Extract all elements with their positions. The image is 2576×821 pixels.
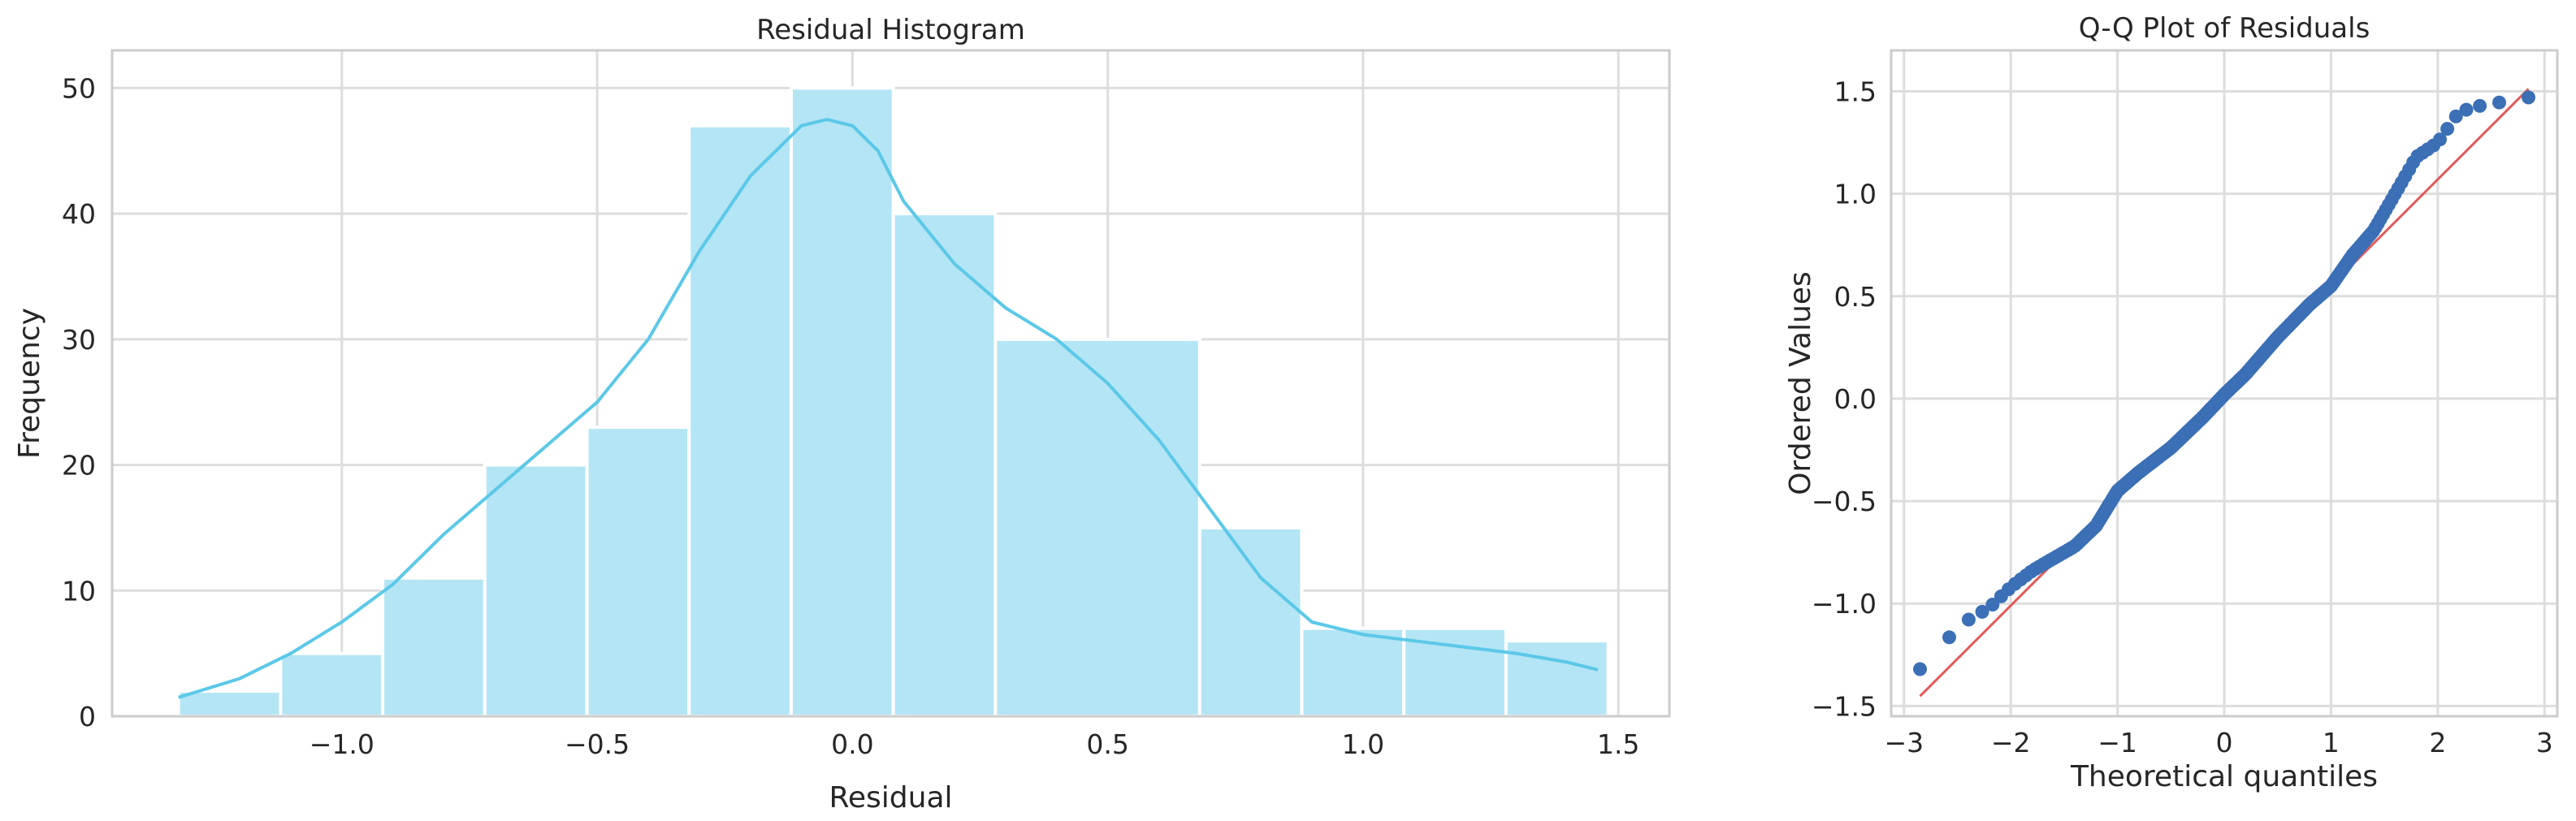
qq-y-tick-label: −1.0 xyxy=(1812,588,1877,620)
histogram-x-axis-label: Residual xyxy=(829,781,952,815)
qq-point xyxy=(1975,604,1989,619)
qq-y-tick-label: −1.5 xyxy=(1812,690,1877,722)
histogram-x-tick-label: 1.0 xyxy=(1342,728,1384,760)
qq-x-tick-label: 3 xyxy=(2536,727,2553,758)
qq-y-tick-label: 1.0 xyxy=(1834,179,1877,210)
qq-plot-panel: −3 −2 −1 0 1 2 3 −1.5 −1.0 −0.5 0.0 0.5 1.0 1.5 Q-Q … xyxy=(1784,12,2559,793)
histogram-y-tick-label: 40 xyxy=(62,198,96,230)
qq-point xyxy=(2492,95,2506,110)
qq-gridlines xyxy=(1891,50,2557,716)
histogram-bar-5 xyxy=(687,123,793,718)
qq-x-tick-label: 1 xyxy=(2323,727,2340,758)
qq-x-tick-label: −3 xyxy=(1884,727,1924,758)
histogram-title: Residual Histogram xyxy=(756,14,1025,46)
qq-point xyxy=(2440,122,2455,136)
qq-points xyxy=(1913,90,2535,676)
qq-x-tick-label: −1 xyxy=(2098,727,2137,758)
histogram-x-tick-label: −0.5 xyxy=(565,728,630,760)
histogram-y-tick-label: 0 xyxy=(79,701,96,732)
qq-y-axis-label: Ordered Values xyxy=(1784,271,1817,495)
histogram-bar-3 xyxy=(483,463,589,718)
qq-x-tick-label: −2 xyxy=(1991,727,2031,758)
qq-x-tick-labels: −3 −2 −1 0 1 2 3 xyxy=(1884,727,2552,758)
qq-point xyxy=(2473,98,2487,113)
histogram-y-tick-labels: 0 10 20 30 40 50 xyxy=(62,72,96,732)
qq-point xyxy=(1985,598,2000,611)
histogram-x-tick-label: 1.5 xyxy=(1597,728,1639,760)
histogram-bar-2 xyxy=(381,576,487,719)
histogram-x-tick-label: 0.0 xyxy=(831,728,873,760)
qq-point xyxy=(1942,630,1956,645)
qq-point xyxy=(2433,132,2447,147)
qq-y-tick-label: −0.5 xyxy=(1812,486,1877,517)
histogram-bar-12 xyxy=(1504,639,1610,718)
histogram-bar-9 xyxy=(1197,525,1304,718)
histogram-bar-4 xyxy=(585,426,691,718)
qq-y-tick-labels: −1.5 −1.0 −0.5 0.0 0.5 1.0 1.5 xyxy=(1812,76,1877,722)
histogram-y-axis-label: Frequency xyxy=(13,308,46,459)
histogram-y-tick-label: 20 xyxy=(62,450,96,482)
histogram-bar-8 xyxy=(994,337,1201,718)
histogram-y-tick-label: 30 xyxy=(62,324,96,356)
histogram-y-tick-label: 10 xyxy=(62,575,96,607)
qq-y-tick-label: 1.5 xyxy=(1834,76,1877,107)
histogram-panel: −1.0 −0.5 0.0 0.5 1.0 1.5 0 10 20 30 40 50 Residua… xyxy=(13,14,1671,815)
histogram-bar-10 xyxy=(1300,626,1406,719)
qq-point xyxy=(1961,612,1976,627)
qq-y-tick-label: 0.5 xyxy=(1834,281,1877,313)
qq-frame xyxy=(1890,49,2559,718)
histogram-bar-7 xyxy=(891,212,998,718)
qq-x-tick-label: 0 xyxy=(2216,727,2233,758)
histogram-x-tick-labels: −1.0 −0.5 0.0 0.5 1.0 1.5 xyxy=(310,728,1640,760)
qq-point xyxy=(2522,90,2535,105)
qq-x-tick-label: 2 xyxy=(2429,727,2446,758)
histogram-bar-1 xyxy=(279,651,385,718)
histogram-x-tick-label: 0.5 xyxy=(1086,728,1128,760)
qq-title: Q-Q Plot of Residuals xyxy=(2079,12,2370,45)
histogram-bar-0 xyxy=(176,689,283,718)
qq-y-tick-label: 0.0 xyxy=(1834,383,1877,415)
qq-point xyxy=(2448,109,2463,123)
histogram-y-tick-label: 50 xyxy=(62,72,96,104)
qq-point xyxy=(2459,102,2474,117)
histogram-frame xyxy=(110,49,1671,718)
qq-x-axis-label: Theoretical quantiles xyxy=(2070,760,2378,793)
qq-point xyxy=(1913,662,1927,676)
histogram-x-tick-label: −1.0 xyxy=(310,728,374,760)
histogram-bars xyxy=(176,86,1610,719)
kde-curve xyxy=(178,118,1599,699)
histogram-bar-6 xyxy=(789,86,895,718)
